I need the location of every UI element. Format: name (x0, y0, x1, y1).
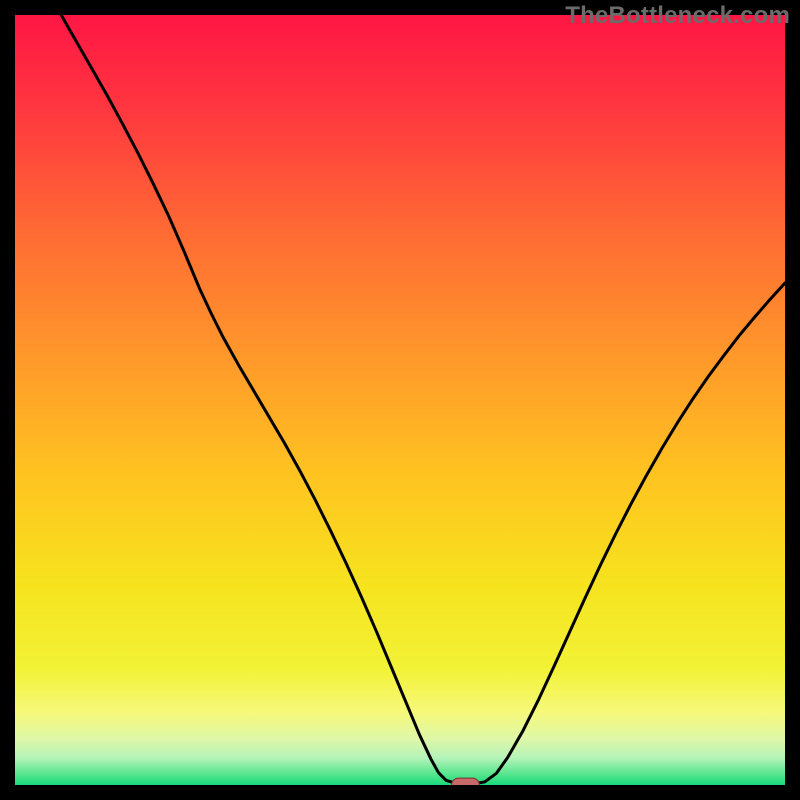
gradient-background (15, 15, 785, 785)
watermark-text: TheBottleneck.com (565, 2, 790, 30)
plot-area (15, 15, 785, 785)
bottleneck-curve-chart (15, 15, 785, 785)
chart-container: TheBottleneck.com (0, 0, 800, 800)
optimal-point-marker (452, 778, 480, 785)
